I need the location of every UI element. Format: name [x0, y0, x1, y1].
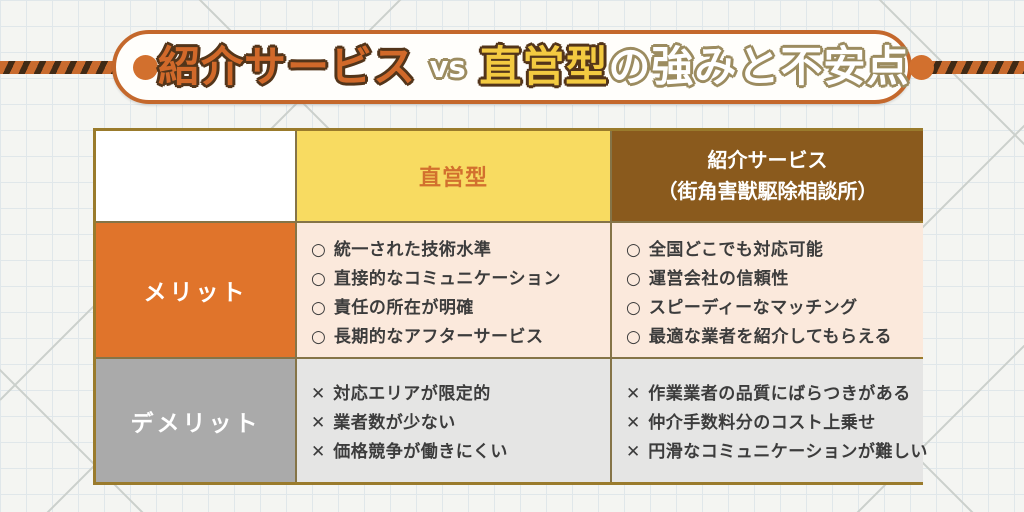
merit-row-header: メリット: [96, 223, 295, 357]
title-highlight-left: 紹介サービス: [158, 42, 417, 91]
circle-merit-icon: ○: [311, 269, 326, 289]
column-header-direct: 直営型: [418, 166, 488, 191]
title-vs: vs: [429, 49, 466, 84]
cross-demerit-icon: ✕: [626, 413, 641, 433]
merit-text: 最適な業者を紹介してもらえる: [648, 327, 892, 347]
list-item: ○ 運営会社の信頼性: [626, 265, 909, 294]
demerit-text: 円滑なコミュニケーションが難しい: [648, 442, 928, 462]
list-item: ✕ 仲介手数料分のコスト上乗せ: [626, 409, 909, 438]
list-item: ○ 統一された技術水準: [311, 236, 596, 265]
page-title: 紹介サービス vs 直営型の強みと不安点: [158, 46, 909, 88]
merit-direct-cell: ○ 統一された技術水準 ○ 直接的なコミュニケーション ○ 責任の所在が明確 ○…: [297, 223, 610, 357]
list-item: ✕ 対応エリアが限定的: [311, 380, 596, 409]
merit-text: スピーディーなマッチング: [648, 298, 858, 318]
merit-text: 運営会社の信頼性: [648, 269, 789, 289]
list-item: ✕ 円滑なコミュニケーションが難しい: [626, 438, 927, 467]
circle-merit-icon: ○: [626, 269, 641, 289]
merit-text: 長期的なアフターサービス: [333, 327, 544, 347]
demerit-text: 価格競争が働きにくい: [333, 442, 508, 462]
title-banner: 紹介サービス vs 直営型の強みと不安点: [112, 30, 935, 104]
merit-text: 責任の所在が明確: [333, 298, 474, 318]
banner-dot-right-icon: [909, 54, 935, 80]
comparison-table: 直営型 紹介サービス （街角害獣駆除相談所） メリット ○ 統一された技術水準 …: [93, 128, 927, 485]
demerit-label: デメリット: [130, 410, 261, 437]
cross-demerit-icon: ✕: [311, 384, 326, 404]
title-suffix: の強みと不安点: [608, 42, 910, 91]
circle-merit-icon: ○: [311, 298, 326, 318]
circle-merit-icon: ○: [626, 298, 641, 318]
list-item: ○ 長期的なアフターサービス: [311, 323, 596, 352]
demerit-text: 作業業者の品質にばらつきがある: [648, 384, 911, 404]
demerit-text: 仲介手数料分のコスト上乗せ: [648, 413, 876, 433]
circle-merit-icon: ○: [626, 327, 641, 347]
merit-label: メリット: [143, 280, 248, 306]
column-header-referral-line2: （街角害獣駆除相談所）: [657, 179, 878, 203]
header-direct-cell: 直営型: [297, 131, 610, 221]
demerit-direct-cell: ✕ 対応エリアが限定的 ✕ 業者数が少ない ✕ 価格競争が働きにくい: [297, 359, 610, 482]
circle-merit-icon: ○: [626, 240, 641, 260]
list-item: ○ 直接的なコミュニケーション: [311, 265, 596, 294]
merit-text: 直接的なコミュニケーション: [333, 269, 562, 289]
title-highlight-right: 直営型: [479, 42, 609, 91]
circle-merit-icon: ○: [311, 327, 326, 347]
merit-text: 全国どこでも対応可能: [648, 240, 824, 260]
banner-dot-left-icon: [133, 54, 158, 80]
cross-demerit-icon: ✕: [311, 413, 326, 433]
cross-demerit-icon: ✕: [626, 384, 641, 404]
list-item: ✕ 作業業者の品質にばらつきがある: [626, 380, 911, 409]
circle-merit-icon: ○: [311, 240, 326, 260]
column-header-referral-line1: 紹介サービス: [707, 148, 828, 172]
merit-text: 統一された技術水準: [333, 240, 492, 260]
list-item: ○ 責任の所在が明確: [311, 294, 596, 323]
list-item: ○ 最適な業者を紹介してもらえる: [626, 323, 909, 352]
header-referral-cell: 紹介サービス （街角害獣駆除相談所）: [612, 131, 923, 221]
demerit-row-header: デメリット: [96, 359, 295, 482]
merit-referral-cell: ○ 全国どこでも対応可能 ○ 運営会社の信頼性 ○ スピーディーなマッチング ○…: [612, 223, 923, 357]
header-empty-cell: [96, 131, 295, 221]
demerit-text: 業者数が少ない: [333, 413, 456, 433]
list-item: ✕ 価格競争が働きにくい: [311, 438, 596, 467]
list-item: ✕ 業者数が少ない: [311, 409, 596, 438]
cross-demerit-icon: ✕: [626, 442, 641, 462]
demerit-text: 対応エリアが限定的: [333, 384, 491, 404]
list-item: ○ 全国どこでも対応可能: [626, 236, 909, 265]
demerit-referral-cell: ✕ 作業業者の品質にばらつきがある ✕ 仲介手数料分のコスト上乗せ ✕ 円滑なコ…: [612, 359, 927, 482]
list-item: ○ スピーディーなマッチング: [626, 294, 909, 323]
cross-demerit-icon: ✕: [311, 442, 326, 462]
